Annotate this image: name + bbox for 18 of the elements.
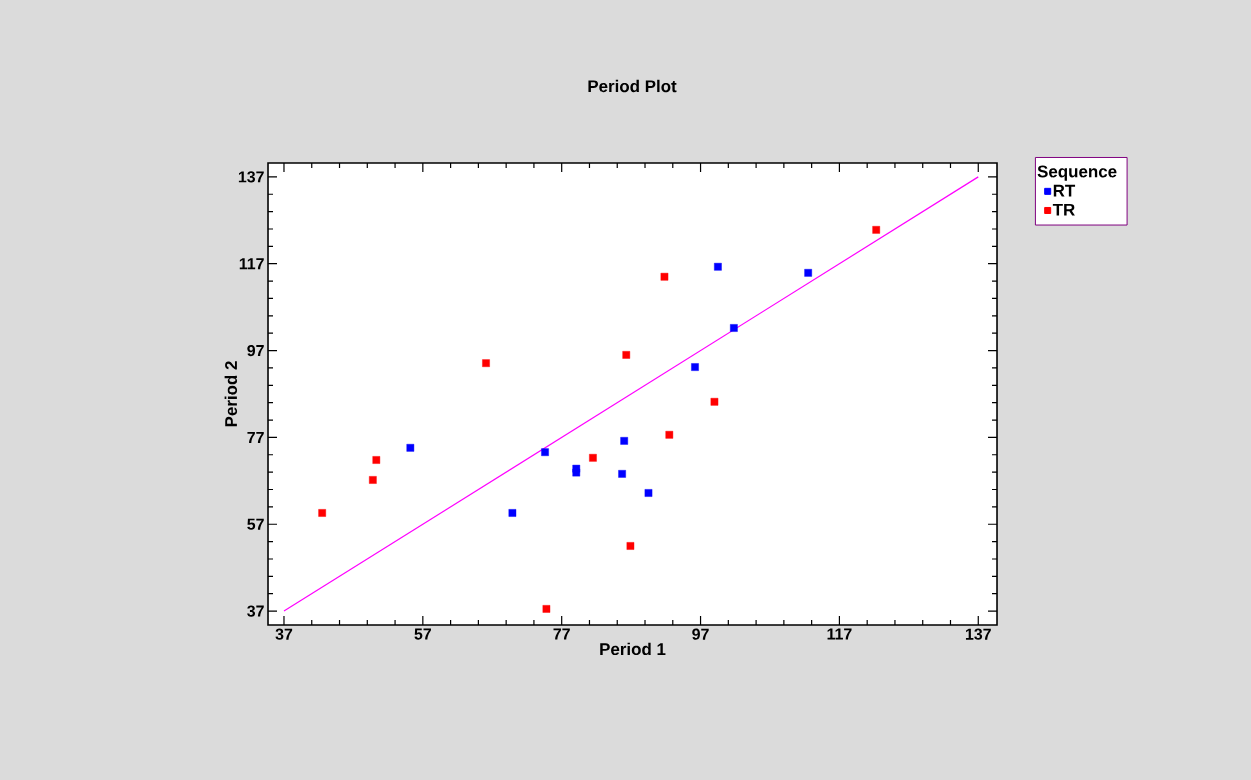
y-tick-label: 117 <box>239 258 264 270</box>
x-tick-label: 77 <box>553 628 570 640</box>
x-tick-label: 37 <box>275 628 293 640</box>
y-tick-label: 137 <box>238 171 264 183</box>
legend-title: Sequence <box>1037 165 1117 181</box>
y-tick-label: 37 <box>247 605 264 617</box>
y-tick-label: 77 <box>247 431 264 443</box>
legend-label: RT <box>1053 184 1076 197</box>
y-tick-label: 57 <box>247 518 264 530</box>
x-axis-title: Period 1 <box>600 642 666 656</box>
y-tick-label: 97 <box>247 344 264 357</box>
x-tick-label: 97 <box>692 628 709 640</box>
y-axis-title: Period 2 <box>224 361 238 427</box>
legend-label: TR <box>1052 203 1075 216</box>
x-tick-label: 57 <box>414 628 431 640</box>
x-tick-label: 117 <box>827 628 852 640</box>
x-tick-label: 137 <box>965 628 991 640</box>
chart-title: Period Plot <box>588 79 677 93</box>
